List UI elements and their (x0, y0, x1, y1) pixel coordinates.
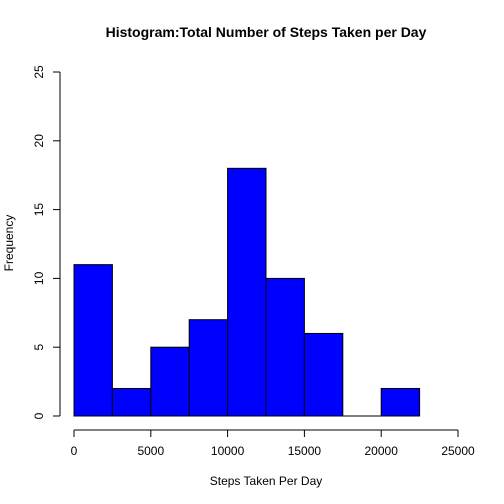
histogram-bar-1 (111, 387, 152, 417)
x-axis-label: Steps Taken Per Day (210, 474, 323, 488)
y-axis-label: Frequency (2, 215, 16, 272)
y-tick-label-1: 5 (32, 344, 46, 351)
histogram-bar-6 (303, 332, 344, 417)
x-tick-label-1: 5000 (137, 444, 164, 458)
histogram-bar-8 (380, 387, 421, 417)
y-tick-label-0: 0 (32, 412, 46, 419)
y-axis: 0 5 10 15 20 25 (32, 65, 61, 419)
chart-title: Histogram:Total Number of Steps Taken pe… (106, 24, 427, 40)
histogram-bar-0 (73, 264, 113, 417)
x-tick-label-0: 0 (71, 444, 78, 458)
y-tick-label-4: 20 (32, 134, 46, 148)
y-tick-label-2: 10 (32, 271, 46, 285)
histogram-bar-2 (150, 346, 190, 417)
x-tick-label-4: 20000 (365, 444, 399, 458)
y-tick-label-5: 25 (32, 65, 46, 79)
histogram-bar-3 (188, 319, 229, 417)
histogram-bar-5 (265, 277, 305, 417)
histogram-bar-4 (227, 167, 267, 417)
bars-group (73, 167, 421, 417)
y-tick-label-3: 15 (32, 203, 46, 217)
x-axis: 0 5000 10000 15000 20000 25000 (71, 429, 475, 458)
x-tick-label-5: 25000 (441, 444, 475, 458)
x-tick-label-3: 15000 (288, 444, 322, 458)
x-tick-label-2: 10000 (211, 444, 245, 458)
